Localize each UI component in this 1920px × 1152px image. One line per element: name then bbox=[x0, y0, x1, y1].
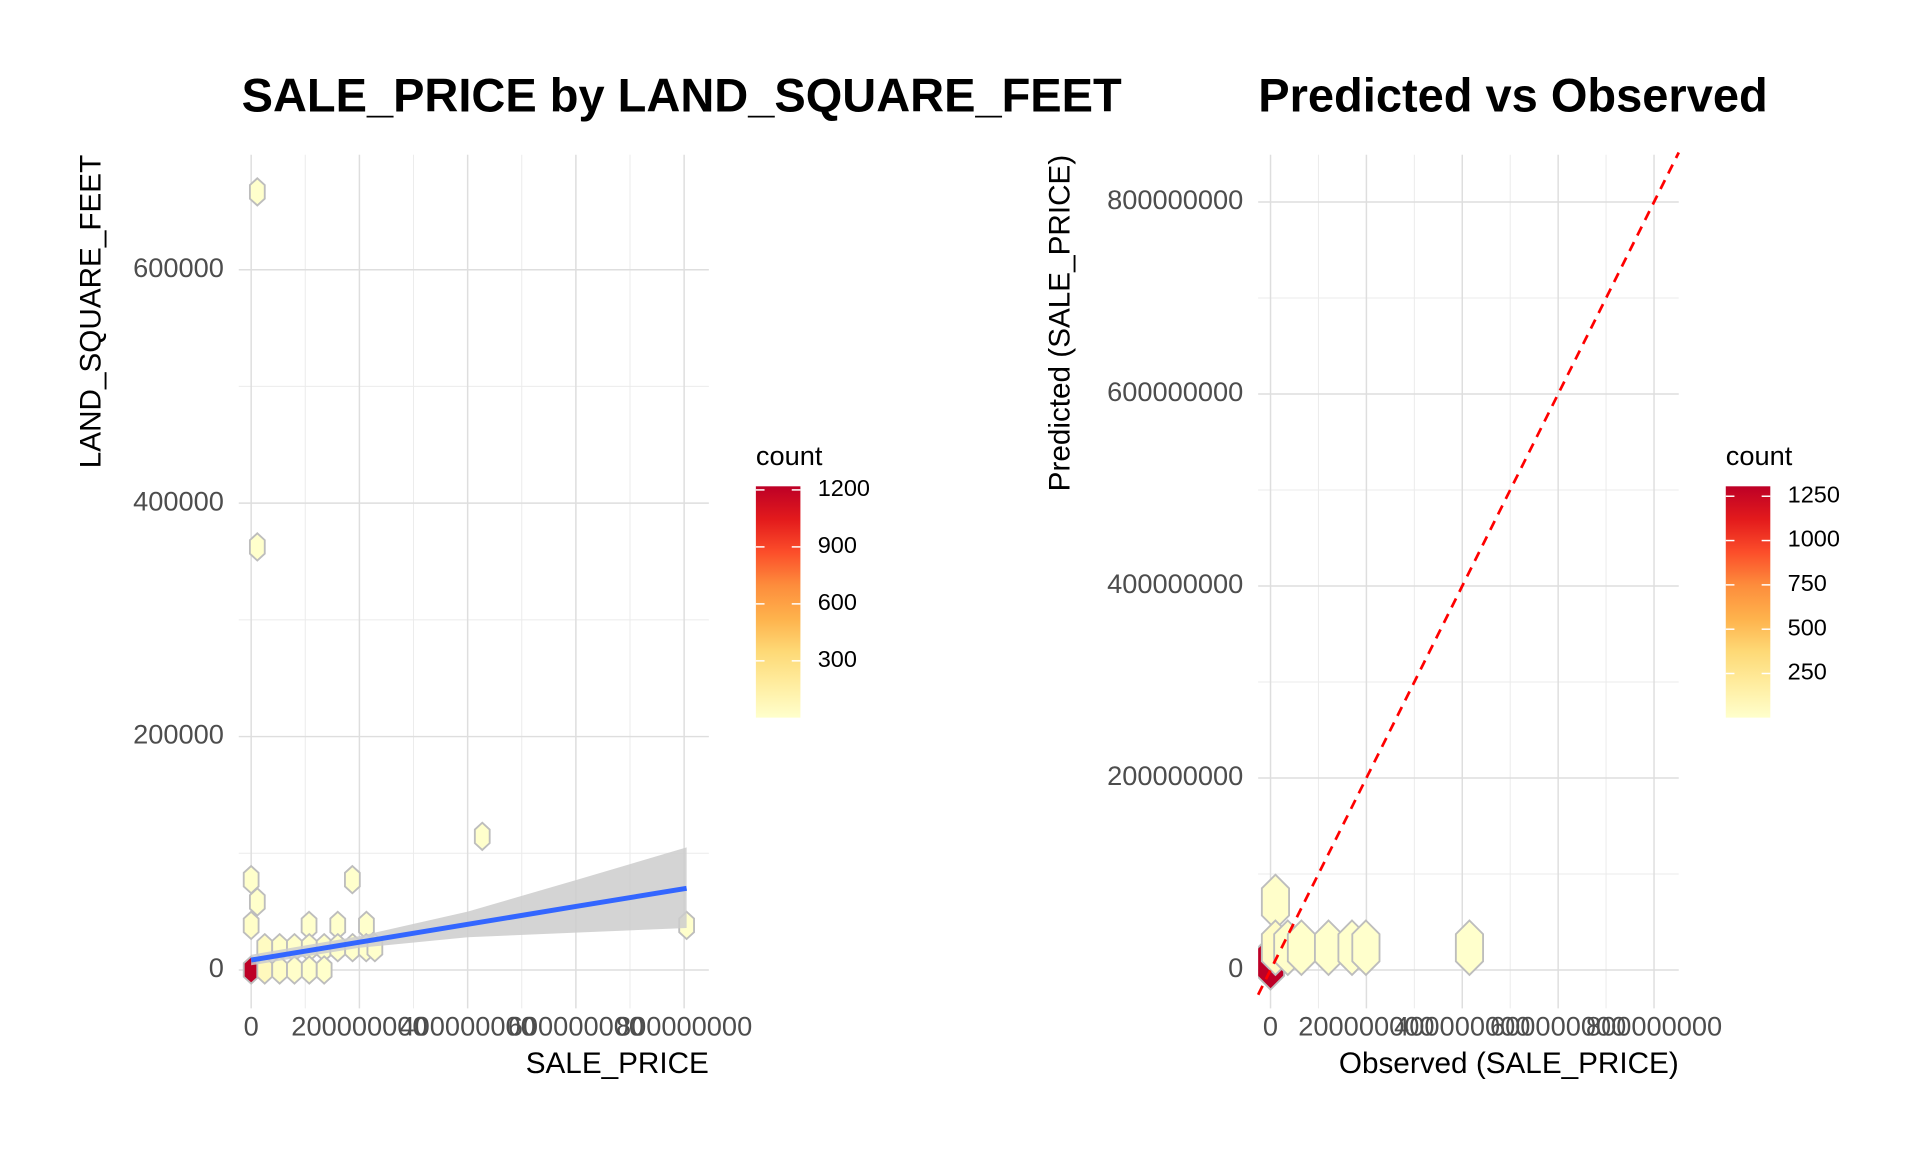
x-tick-label: 800000000 bbox=[1586, 1010, 1722, 1041]
y-tick-label: 0 bbox=[1228, 952, 1243, 983]
y-tick-label: 600000 bbox=[133, 252, 224, 283]
hexbin-cell bbox=[1351, 919, 1381, 977]
plot-area bbox=[1258, 873, 1484, 991]
y-axis-title: LAND_SQUARE_FEET bbox=[75, 155, 108, 468]
colorbar-label: 600 bbox=[818, 589, 857, 615]
y-axis-title: Predicted (SALE_PRICE) bbox=[1043, 155, 1076, 492]
colorbar bbox=[1725, 486, 1771, 718]
hexbin-cell bbox=[242, 910, 260, 941]
x-tick-label: 600000000 bbox=[508, 1010, 644, 1041]
hexbin-cell bbox=[1454, 919, 1484, 977]
hexbin-cell bbox=[286, 955, 303, 985]
x-tick-label: 400000000 bbox=[400, 1010, 536, 1041]
x-axis-title: SALE_PRICE bbox=[526, 1047, 709, 1080]
colorbar-label: 900 bbox=[818, 532, 857, 558]
x-tick-label: 400000000 bbox=[1394, 1010, 1530, 1041]
colorbar-label: 1250 bbox=[1788, 481, 1840, 507]
colorbar-label: 300 bbox=[818, 646, 857, 672]
colorbar-label: 750 bbox=[1788, 570, 1827, 596]
hexbin-cell bbox=[248, 532, 266, 562]
hexbin-cell bbox=[300, 955, 318, 985]
x-axis-title: Observed (SALE_PRICE) bbox=[1339, 1047, 1679, 1080]
chart-title: SALE_PRICE by LAND_SQUARE_FEET bbox=[242, 69, 1122, 122]
colorbar-title: count bbox=[756, 440, 823, 471]
x-tick-label: 200000000 bbox=[291, 1010, 427, 1041]
y-tick-label: 400000 bbox=[133, 485, 224, 516]
chart-title: Predicted vs Observed bbox=[1258, 69, 1767, 122]
reference-line bbox=[1256, 151, 1680, 996]
hexbin-cell bbox=[248, 177, 266, 207]
y-tick-label: 0 bbox=[209, 952, 224, 983]
colorbar-label: 500 bbox=[1788, 614, 1827, 640]
x-tick-label: 600000000 bbox=[1490, 1010, 1626, 1041]
y-tick-label: 200000000 bbox=[1107, 760, 1243, 791]
y-tick-label: 600000000 bbox=[1107, 376, 1243, 407]
x-tick-label: 200000000 bbox=[1298, 1010, 1434, 1041]
y-tick-label: 400000000 bbox=[1107, 568, 1243, 599]
plot-area bbox=[242, 177, 695, 985]
hexbin-cell bbox=[344, 864, 361, 895]
hexbin-cell bbox=[473, 821, 491, 852]
y-tick-label: 200000 bbox=[133, 719, 224, 750]
x-tick-label: 0 bbox=[1263, 1010, 1278, 1041]
y-tick-label: 800000000 bbox=[1107, 184, 1243, 215]
colorbar-label: 1200 bbox=[818, 475, 870, 501]
colorbar-label: 250 bbox=[1788, 659, 1827, 685]
colorbar bbox=[755, 486, 801, 718]
hexbin-cell bbox=[248, 887, 266, 917]
x-tick-label: 0 bbox=[244, 1010, 259, 1041]
fit-line bbox=[250, 885, 688, 963]
colorbar-label: 1000 bbox=[1788, 526, 1840, 552]
hexbin-cell bbox=[315, 955, 333, 985]
colorbar-title: count bbox=[1726, 440, 1793, 471]
x-tick-label: 800000000 bbox=[616, 1010, 752, 1041]
